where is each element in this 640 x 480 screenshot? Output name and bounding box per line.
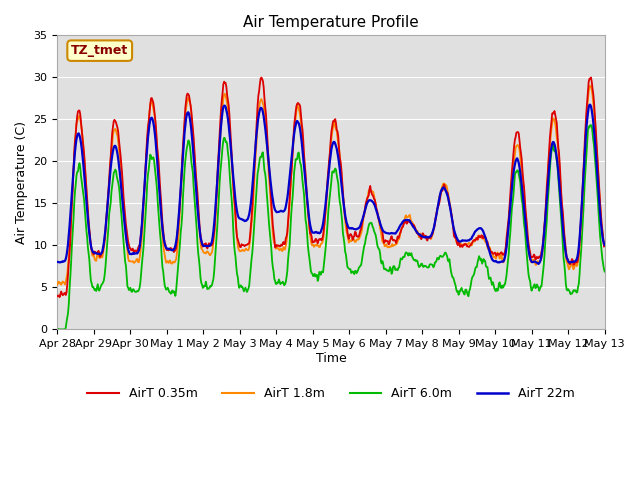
AirT 22m: [397, 221, 405, 227]
AirT 6.0m: [601, 269, 609, 275]
AirT 22m: [413, 230, 421, 236]
Title: Air Temperature Profile: Air Temperature Profile: [243, 15, 419, 30]
AirT 22m: [175, 207, 183, 213]
Text: TZ_tmet: TZ_tmet: [71, 44, 129, 57]
AirT 6.0m: [587, 122, 595, 128]
AirT 6.0m: [205, 286, 212, 291]
AirT 0.35m: [176, 198, 184, 204]
AirT 6.0m: [176, 241, 184, 247]
AirT 6.0m: [55, 326, 63, 332]
AirT 6.0m: [64, 310, 72, 316]
Line: AirT 1.8m: AirT 1.8m: [58, 86, 605, 285]
AirT 0.35m: [398, 225, 406, 230]
AirT 0.35m: [587, 74, 595, 80]
AirT 1.8m: [54, 282, 61, 288]
Line: AirT 6.0m: AirT 6.0m: [58, 125, 605, 329]
Y-axis label: Air Temperature (C): Air Temperature (C): [15, 121, 28, 244]
AirT 1.8m: [204, 249, 212, 255]
AirT 0.35m: [205, 240, 212, 246]
AirT 22m: [534, 261, 542, 267]
AirT 0.35m: [414, 231, 422, 237]
AirT 22m: [54, 259, 61, 265]
AirT 1.8m: [175, 222, 183, 228]
AirT 0.35m: [56, 294, 63, 300]
AirT 22m: [120, 211, 127, 217]
AirT 0.35m: [120, 204, 128, 210]
AirT 22m: [586, 102, 594, 108]
AirT 0.35m: [54, 293, 61, 299]
AirT 1.8m: [586, 83, 594, 89]
Legend: AirT 0.35m, AirT 1.8m, AirT 6.0m, AirT 22m: AirT 0.35m, AirT 1.8m, AirT 6.0m, AirT 2…: [83, 383, 580, 406]
AirT 22m: [204, 243, 212, 249]
AirT 0.35m: [601, 243, 609, 249]
AirT 6.0m: [120, 250, 128, 255]
AirT 1.8m: [120, 208, 127, 214]
AirT 22m: [601, 242, 609, 248]
AirT 6.0m: [398, 256, 406, 262]
X-axis label: Time: Time: [316, 352, 346, 365]
AirT 22m: [63, 247, 71, 253]
AirT 1.8m: [63, 271, 71, 276]
AirT 1.8m: [397, 227, 405, 232]
Line: AirT 0.35m: AirT 0.35m: [58, 77, 605, 297]
AirT 0.35m: [64, 271, 72, 277]
Line: AirT 22m: AirT 22m: [58, 105, 605, 264]
AirT 6.0m: [54, 326, 61, 332]
AirT 1.8m: [601, 241, 609, 247]
AirT 1.8m: [413, 228, 421, 234]
AirT 6.0m: [414, 262, 422, 267]
